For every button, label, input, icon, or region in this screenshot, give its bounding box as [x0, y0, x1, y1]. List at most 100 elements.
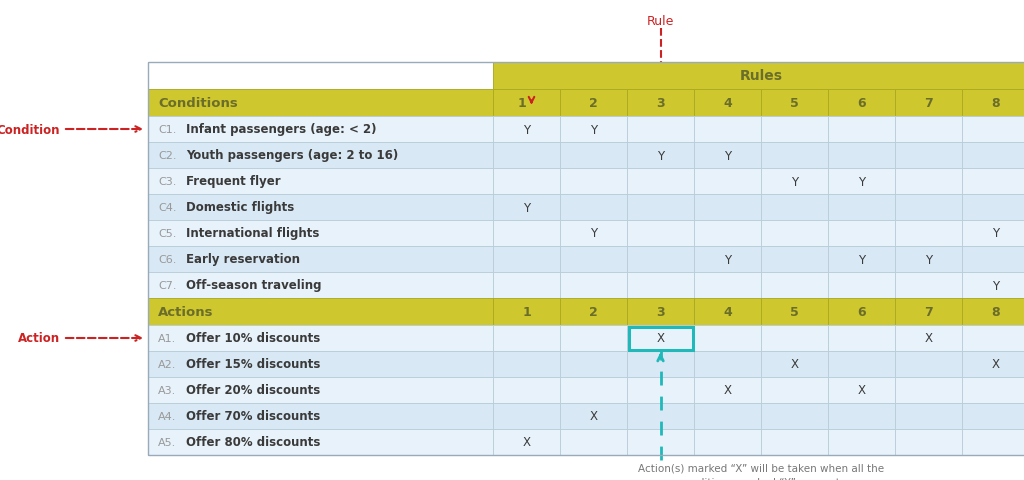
Bar [560, 168, 627, 194]
Text: A4.: A4. [158, 411, 176, 421]
Text: X: X [724, 384, 731, 396]
Bar [493, 90, 560, 117]
Bar [493, 429, 560, 455]
Bar [895, 247, 962, 273]
Bar [828, 117, 895, 143]
Text: International flights: International flights [186, 227, 319, 240]
Bar [148, 220, 493, 247]
Text: 8: 8 [991, 97, 999, 110]
Bar [493, 63, 1024, 90]
Bar [627, 325, 694, 351]
Bar [828, 90, 895, 117]
Bar [148, 247, 493, 273]
Text: C4.: C4. [158, 203, 176, 213]
Bar [560, 403, 627, 429]
Bar [962, 273, 1024, 299]
Bar [962, 377, 1024, 403]
Bar [694, 273, 761, 299]
Bar [493, 143, 560, 168]
Text: Y: Y [858, 175, 865, 188]
Bar [761, 351, 828, 377]
Bar [761, 143, 828, 168]
Bar [828, 429, 895, 455]
Bar [962, 194, 1024, 220]
Bar [560, 299, 627, 325]
Text: Y: Y [657, 149, 664, 162]
Bar [761, 273, 828, 299]
Bar [493, 325, 560, 351]
Bar [962, 90, 1024, 117]
Bar [148, 194, 493, 220]
Bar [148, 273, 493, 299]
Bar [148, 90, 493, 117]
Bar [895, 377, 962, 403]
Text: Y: Y [858, 253, 865, 266]
Text: Offer 10% discounts: Offer 10% discounts [186, 332, 321, 345]
Bar [694, 429, 761, 455]
Bar [627, 351, 694, 377]
Bar [761, 90, 828, 117]
Text: X: X [791, 358, 799, 371]
Text: Y: Y [791, 175, 798, 188]
Text: Y: Y [523, 201, 530, 214]
Bar [148, 63, 1024, 455]
Text: A5.: A5. [158, 437, 176, 447]
Bar [895, 117, 962, 143]
Bar [962, 247, 1024, 273]
Bar [694, 143, 761, 168]
Bar [493, 377, 560, 403]
Bar [962, 117, 1024, 143]
Text: 5: 5 [791, 97, 799, 110]
Text: C2.: C2. [158, 151, 176, 161]
Text: C6.: C6. [158, 254, 176, 264]
Bar [148, 63, 493, 90]
Text: Infant passengers (age: < 2): Infant passengers (age: < 2) [186, 123, 377, 136]
Bar [627, 429, 694, 455]
Text: Early reservation: Early reservation [186, 253, 300, 266]
Text: 4: 4 [723, 305, 732, 318]
Bar [828, 220, 895, 247]
Bar [761, 168, 828, 194]
Bar [761, 117, 828, 143]
Text: X: X [991, 358, 999, 371]
Text: Y: Y [925, 253, 932, 266]
Bar [560, 351, 627, 377]
Text: Action(s) marked “X” will be taken when all the: Action(s) marked “X” will be taken when … [638, 463, 884, 473]
Bar [694, 403, 761, 429]
Bar [895, 299, 962, 325]
Bar [694, 220, 761, 247]
Text: Offer 15% discounts: Offer 15% discounts [186, 358, 321, 371]
Text: Youth passengers (age: 2 to 16): Youth passengers (age: 2 to 16) [186, 149, 398, 162]
Bar [694, 325, 761, 351]
Bar [694, 247, 761, 273]
Text: Offer 80% discounts: Offer 80% discounts [186, 435, 321, 449]
Bar [962, 403, 1024, 429]
Bar [761, 247, 828, 273]
Bar [828, 247, 895, 273]
Bar [627, 403, 694, 429]
Text: 6: 6 [857, 305, 866, 318]
Bar [694, 351, 761, 377]
Bar [761, 377, 828, 403]
Text: Conditions: Conditions [158, 97, 238, 110]
Bar [148, 351, 493, 377]
Bar [962, 299, 1024, 325]
Text: Y: Y [724, 149, 731, 162]
Bar [627, 273, 694, 299]
Bar [493, 247, 560, 273]
Bar [694, 194, 761, 220]
Bar [828, 403, 895, 429]
Text: C3.: C3. [158, 177, 176, 187]
Bar [962, 351, 1024, 377]
Bar [694, 90, 761, 117]
Bar [493, 220, 560, 247]
Text: Y: Y [992, 279, 999, 292]
Bar [560, 117, 627, 143]
Bar [962, 325, 1024, 351]
Bar [828, 299, 895, 325]
Bar [493, 299, 560, 325]
Text: Offer 20% discounts: Offer 20% discounts [186, 384, 321, 396]
Bar [560, 220, 627, 247]
Bar [148, 299, 493, 325]
Text: C5.: C5. [158, 228, 176, 239]
